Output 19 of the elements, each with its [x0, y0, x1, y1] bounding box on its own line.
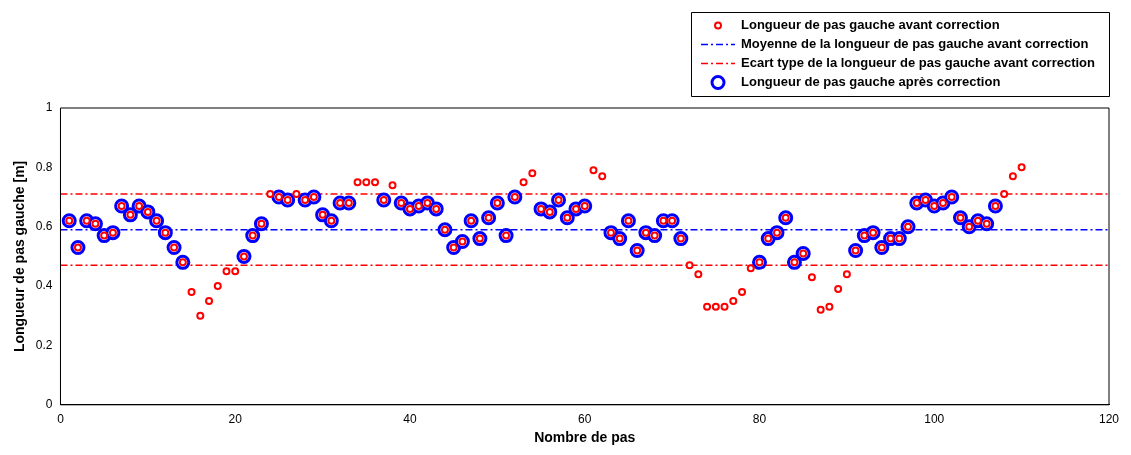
y-tick-label: 0: [45, 397, 53, 412]
x-tick-label: 60: [578, 412, 592, 427]
y-tick-label: 0.8: [35, 159, 53, 174]
y-tick-label: 0.2: [35, 337, 53, 352]
x-tick-label: 20: [228, 412, 243, 427]
x-tick-label: 40: [403, 412, 417, 427]
legend-label: Longueur de pas gauche avant correction: [741, 17, 1000, 33]
y-tick-label: 1: [45, 100, 53, 115]
legend-label: Longueur de pas gauche après correction: [741, 74, 1001, 90]
x-axis-title: Nombre de pas: [534, 429, 636, 446]
x-tick-label: 80: [752, 412, 767, 427]
y-axis-title: Longueur de pas gauche [m]: [11, 160, 28, 353]
x-tick-label: 100: [924, 412, 945, 427]
y-tick-label: 0.6: [35, 219, 53, 234]
legend-label: Moyenne de la longueur de pas gauche avant correction: [741, 36, 1089, 52]
x-tick-label: 0: [57, 412, 65, 427]
legend-label: Ecart type de la longueur de pas gauche avant correction: [741, 55, 1096, 71]
y-tick-label: 0.4: [35, 278, 53, 293]
x-tick-label: 120: [1098, 412, 1120, 427]
